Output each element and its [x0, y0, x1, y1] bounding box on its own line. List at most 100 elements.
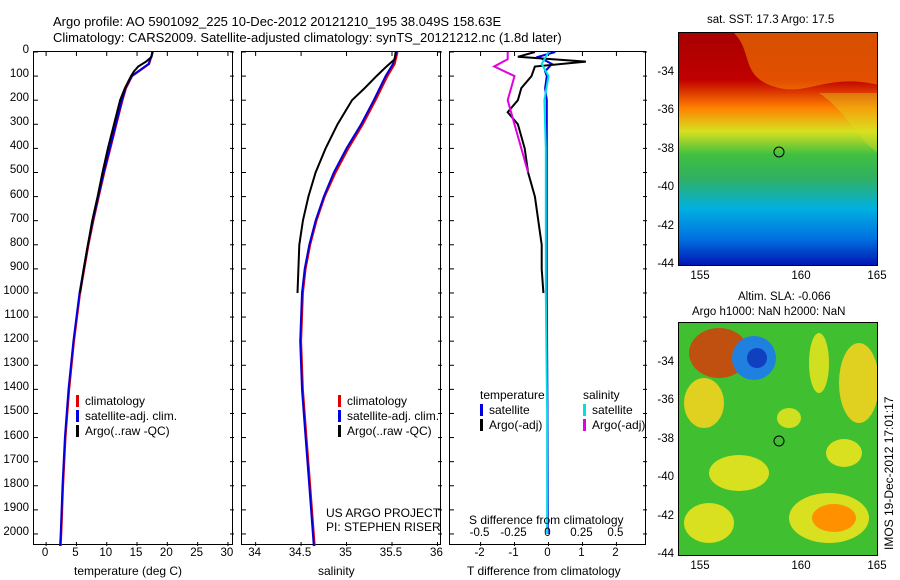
x-tick-label: 36 — [430, 547, 443, 559]
lon-tick-label: 160 — [791, 270, 811, 282]
depth-tick-label: 500 — [9, 164, 29, 177]
x-tick-label: 20 — [159, 547, 173, 559]
legend-satellite: satellite-adj. clim. — [76, 409, 177, 424]
depth-tick-label: 600 — [9, 188, 29, 201]
salinity-plot: climatology satellite-adj. clim. Argo(..… — [241, 51, 442, 547]
depth-tick-label: 2000 — [3, 525, 29, 538]
legend-climatology: climatology — [338, 394, 439, 409]
legend-s-argo-label: Argo(-adj) — [592, 418, 646, 432]
series-line-argo-raw-qc- — [79, 51, 154, 294]
s-diff-tick-label: 0 — [544, 527, 551, 539]
imos-timestamp: IMOS 19-Dec-2012 17:01:17 — [882, 396, 896, 550]
lat-tick-label: -42 — [657, 219, 674, 232]
depth-tick-label: 200 — [9, 92, 29, 105]
depth-tick-label: 1300 — [3, 357, 29, 370]
temperature-chart — [34, 51, 234, 547]
depth-tick-label: 700 — [9, 212, 29, 225]
legend-salinity-head: salinity — [583, 388, 620, 402]
lat-tick-label: -36 — [657, 394, 674, 407]
s-diff-tick-label: -0.25 — [500, 527, 527, 539]
legend-s-argo: Argo(-adj) — [583, 418, 645, 433]
s-diff-tick-label: 0.5 — [607, 527, 624, 539]
x-tick-label: 34 — [248, 547, 262, 559]
temperature-xlabel: temperature (deg C) — [74, 564, 183, 578]
salinity-legend: climatology satellite-adj. clim. Argo(..… — [338, 394, 439, 439]
legend-argo-label: Argo(..raw -QC) — [85, 424, 170, 438]
lat-tick-label: -38 — [657, 142, 674, 155]
legend-s-satellite-label: satellite — [592, 403, 633, 417]
lon-tick-label: 155 — [690, 270, 710, 282]
profile-title: Argo profile: AO 5901092_225 10-Dec-2012… — [53, 14, 502, 29]
legend-argo: Argo(..raw -QC) — [338, 424, 439, 439]
legend-t-satellite: satellite — [480, 403, 545, 418]
legend-argo-label: Argo(..raw -QC) — [347, 424, 432, 438]
climatology-subtitle: Climatology: CARS2009. Satellite-adjuste… — [53, 30, 562, 45]
s-diff-tick-label: 0.25 — [570, 527, 593, 539]
x-tick-label: 25 — [190, 547, 204, 559]
lat-tick-label: -38 — [657, 432, 674, 445]
depth-tick-label: 1500 — [3, 405, 29, 418]
difference-plot: temperature satellite Argo(-adj) salinit… — [449, 51, 647, 546]
depth-tick-label: 400 — [9, 140, 29, 153]
sla-heatmap — [679, 323, 877, 555]
depth-tick-label: 100 — [9, 68, 29, 81]
legend-t-satellite-label: satellite — [489, 403, 530, 417]
s-diff-label: S difference from climatology — [469, 513, 624, 527]
depth-tick-label: 1600 — [3, 429, 29, 442]
x-tick-label: 35.5 — [379, 547, 403, 559]
difference-chart — [450, 51, 647, 546]
legend-s-satellite: satellite — [583, 403, 645, 418]
lon-tick-label: 160 — [791, 560, 811, 572]
x-tick-label: 15 — [129, 547, 143, 559]
sla-map-title: Altim. SLA: -0.066 — [738, 291, 831, 303]
salinity-xlabel: salinity — [318, 564, 355, 578]
legend-climatology-label: climatology — [347, 394, 408, 408]
depth-tick-label: 1900 — [3, 501, 29, 514]
salinity-chart — [242, 51, 442, 547]
series-line-salinity-satellite — [540, 51, 550, 534]
lon-tick-label: 165 — [867, 270, 887, 282]
sst-map-title: sat. SST: 17.3 Argo: 17.5 — [707, 14, 835, 26]
x-tick-label: 0 — [544, 547, 551, 559]
series-line-satellite-adj-clim- — [299, 51, 398, 547]
x-tick-label: 2 — [612, 547, 619, 559]
series-line-satellite-adj-clim- — [59, 51, 154, 547]
x-tick-label: 35 — [339, 547, 352, 559]
depth-tick-label: 1400 — [3, 381, 29, 394]
lat-tick-label: -44 — [657, 548, 674, 560]
lon-tick-label: 165 — [867, 560, 887, 572]
depth-tick-label: 0 — [22, 44, 29, 56]
lat-tick-label: -40 — [657, 471, 674, 484]
legend-t-argo: Argo(-adj) — [480, 418, 545, 433]
lat-tick-label: -36 — [657, 104, 674, 117]
temperature-plot: climatology satellite-adj. clim. Argo(..… — [33, 51, 234, 547]
series-line-argo-raw-qc- — [296, 51, 397, 294]
x-tick-label: 30 — [220, 547, 234, 559]
x-tick-label: 0 — [41, 547, 49, 559]
x-tick-label: 1 — [578, 547, 585, 559]
depth-tick-label: 1100 — [4, 309, 29, 322]
argo-location-marker — [773, 146, 785, 158]
t-diff-xlabel: T difference from climatology — [467, 564, 621, 578]
legend-climatology: climatology — [76, 394, 177, 409]
x-tick-label: 10 — [99, 547, 113, 559]
depth-tick-label: 300 — [9, 116, 29, 129]
lat-tick-label: -40 — [657, 181, 674, 194]
depth-tick-label: 800 — [9, 236, 29, 249]
series-line-salinity-argo-adj- — [491, 52, 530, 173]
x-tick-label: -1 — [508, 547, 519, 559]
depth-tick-label: 1700 — [3, 453, 29, 466]
diff-legend-temperature: temperature satellite Argo(-adj) — [480, 388, 545, 433]
temperature-legend: climatology satellite-adj. clim. Argo(..… — [76, 394, 177, 439]
s-diff-tick-label: -0.5 — [469, 527, 490, 539]
legend-satellite: satellite-adj. clim. — [338, 409, 439, 424]
legend-satellite-label: satellite-adj. clim. — [85, 409, 178, 423]
x-tick-label: -2 — [474, 547, 485, 559]
series-line-climatology — [59, 51, 154, 547]
lat-tick-label: -34 — [657, 66, 674, 78]
sla-map — [678, 322, 878, 556]
depth-tick-label: 1200 — [3, 333, 29, 346]
legend-argo: Argo(..raw -QC) — [76, 424, 177, 439]
legend-satellite-label: satellite-adj. clim. — [347, 409, 440, 423]
legend-t-argo-label: Argo(-adj) — [489, 418, 543, 432]
